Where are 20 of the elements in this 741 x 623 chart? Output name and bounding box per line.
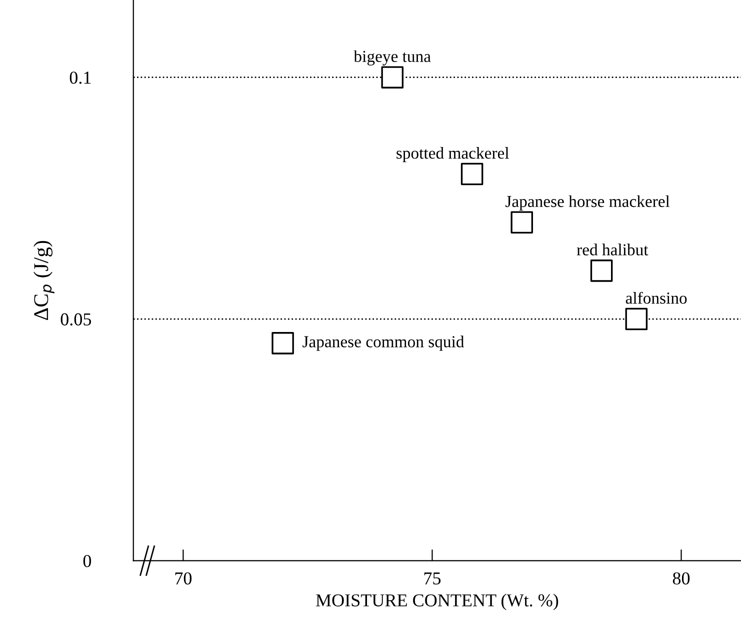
point xyxy=(625,308,648,330)
annotation: spotted mackerel xyxy=(396,147,509,162)
point xyxy=(460,162,484,186)
annotation: alfonsino xyxy=(626,292,687,304)
point xyxy=(510,211,533,234)
annotation: red halibut xyxy=(576,244,648,256)
x-tick-label: 80 xyxy=(672,572,690,585)
y-tick-label: 0.1 xyxy=(70,72,91,84)
annotation: bigeye tuna xyxy=(354,50,431,66)
point xyxy=(272,332,294,354)
x-tick-label: 70 xyxy=(175,572,192,585)
y-tick-label: 0.05 xyxy=(60,313,92,326)
point xyxy=(381,66,404,88)
y-axis-title: ΔC$_{p}$ (J/g) xyxy=(34,240,54,320)
point xyxy=(590,260,613,282)
y-tick-label: 0 xyxy=(83,554,92,568)
x-tick-label: 75 xyxy=(424,572,441,585)
annotation: Japanese horse mackerel xyxy=(506,195,670,210)
x-axis-title: MOISTURE CONTENT (Wt. %) xyxy=(316,594,558,610)
annotation: Japanese common squid xyxy=(302,336,464,351)
